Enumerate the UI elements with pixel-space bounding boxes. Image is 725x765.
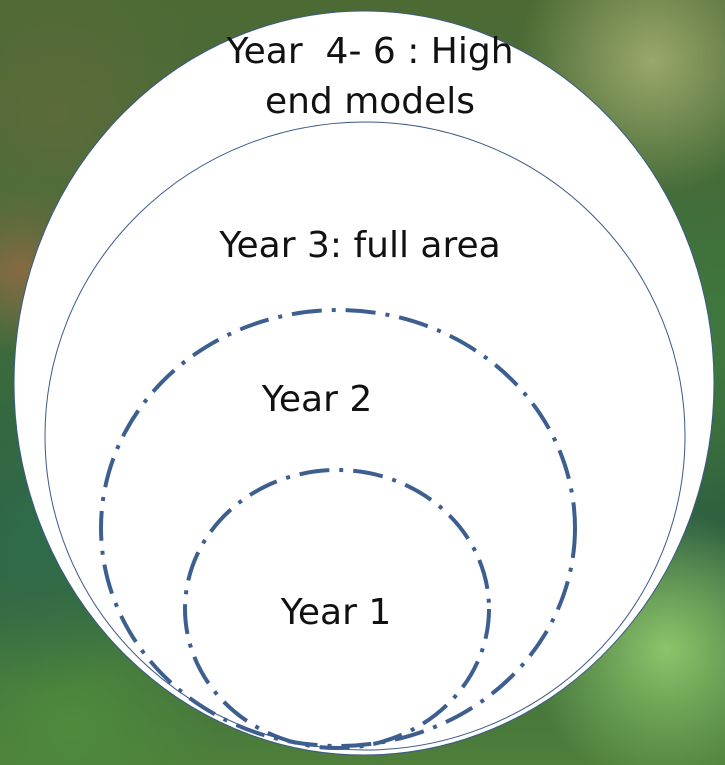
page: Year 4- 6 : High end models Year 3: full… <box>0 0 725 765</box>
label-year-4-6: Year 4- 6 : High <box>225 31 513 72</box>
diagram: Year 4- 6 : High end models Year 3: full… <box>0 0 725 765</box>
label-year-4-6: end models <box>265 81 475 122</box>
circle-year-3 <box>45 122 685 750</box>
label-year-3: Year 3: full area <box>218 225 500 266</box>
label-year-2: Year 2 <box>261 379 373 420</box>
label-year-1: Year 1 <box>280 592 392 633</box>
